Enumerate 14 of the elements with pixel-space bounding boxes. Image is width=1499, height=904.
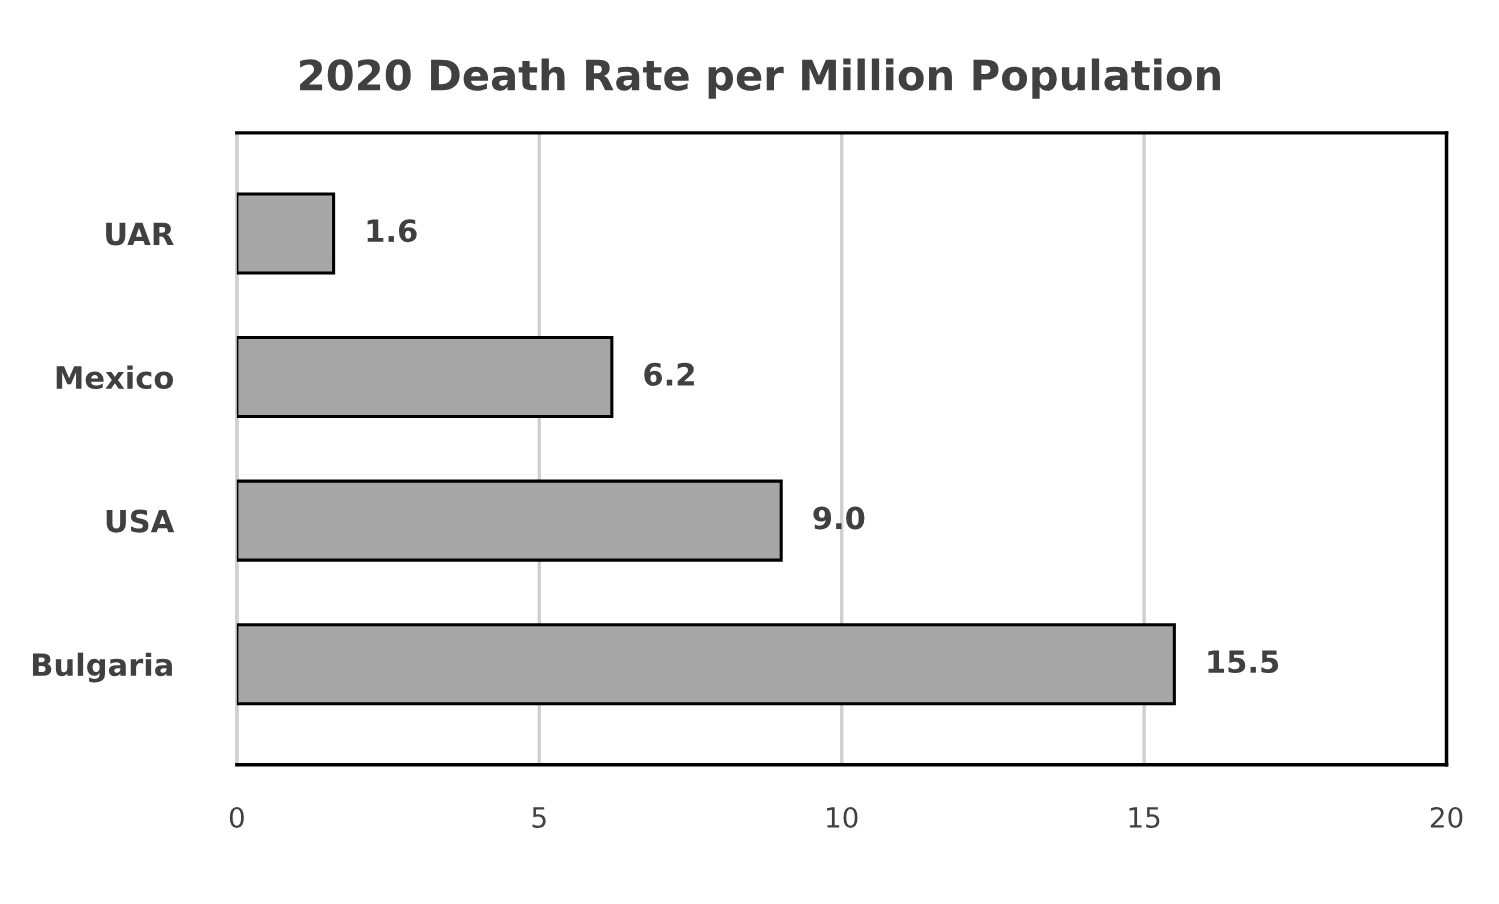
x-tick-label: 20 [1430, 806, 1463, 828]
data-label: 15.5 [1208, 650, 1279, 674]
data-label: 6.2 [644, 362, 694, 386]
x-tick-label: 5 [532, 807, 546, 828]
x-tick-label: 15 [1129, 807, 1160, 828]
y-tick-label: USA [106, 509, 175, 533]
x-tick-label: 10 [827, 806, 858, 828]
y-tick-label: Mexico [56, 365, 174, 390]
y-tick-label: Bulgaria [32, 652, 172, 683]
data-label: 9.0 [813, 506, 865, 530]
chart-title: 2020 Death Rate per Million Population [300, 58, 1220, 99]
y-tick-label: UAR [106, 222, 174, 246]
x-tick-label: 0 [229, 806, 244, 828]
data-label: 1.6 [367, 219, 417, 243]
